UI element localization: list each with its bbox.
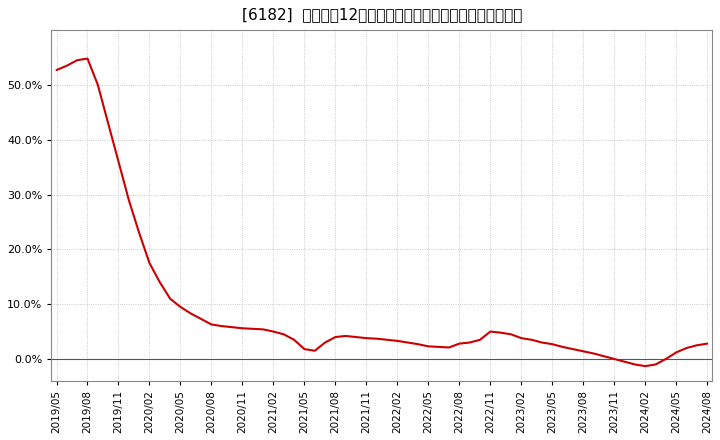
Title: [6182]  売上高の12か月移動合計の対前年同期増減率の推移: [6182] 売上高の12か月移動合計の対前年同期増減率の推移 bbox=[242, 7, 522, 22]
